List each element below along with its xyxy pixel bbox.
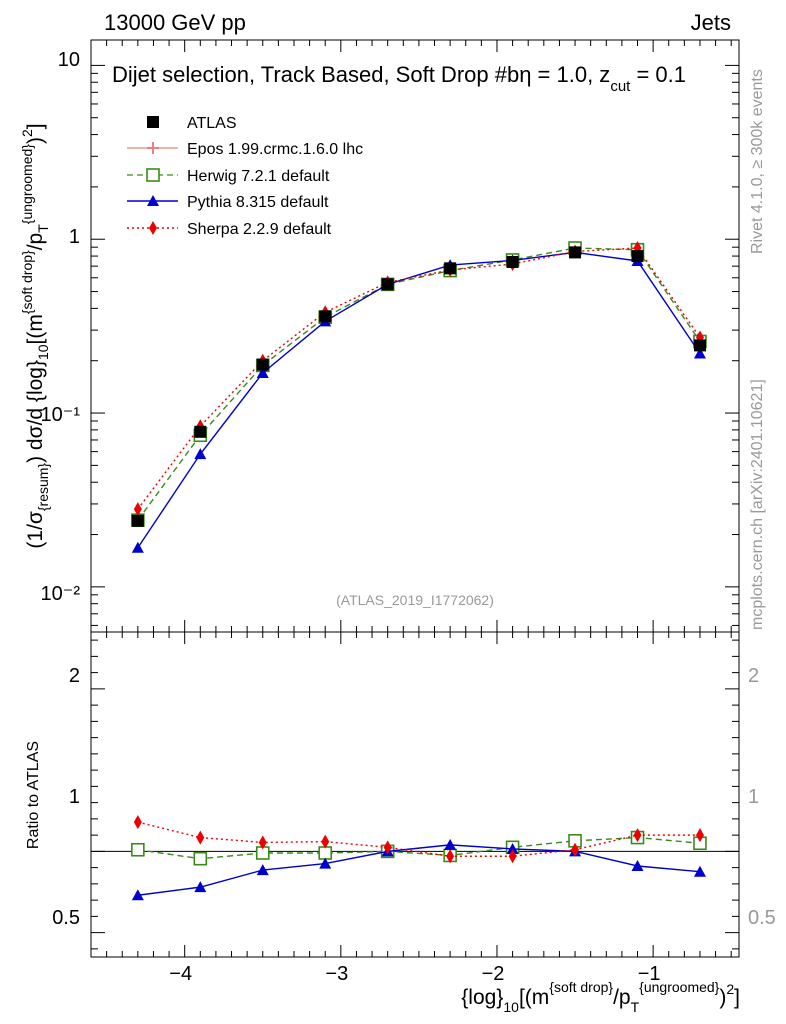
ratio-point-sherpa <box>383 840 392 855</box>
mcplots-label: mcplots.cern.ch [arXiv:2401.10621] <box>749 379 766 630</box>
data-point-atlas <box>194 425 207 438</box>
ratio-point-pythia <box>256 864 269 876</box>
ratio-point-pythia <box>131 889 144 901</box>
x-tick-label-minus3: −3 <box>325 963 348 985</box>
ratio-point-pythia <box>631 860 644 871</box>
ratio-line-herwig <box>137 836 701 860</box>
data-point-atlas <box>693 339 706 352</box>
data-point-pythia <box>256 366 269 378</box>
energy-label: 13000 GeV pp <box>104 10 246 35</box>
legend-label-herwig: Herwig 7.2.1 default <box>187 168 330 185</box>
data-point-atlas <box>631 250 644 263</box>
x-tick-label-minus1: −1 <box>638 963 661 985</box>
legend: ATLAS Epos 1.99.crmc.1.6.0 lhc Herwig 7.… <box>127 115 363 238</box>
data-point-atlas <box>131 514 144 527</box>
y-tick-label-1: 1 <box>69 226 80 248</box>
ratio-tick-label-0.5-right: 0.5 <box>748 907 776 929</box>
ratio-tick-label-2-right: 2 <box>748 665 759 687</box>
ratio-point-sherpa <box>133 815 142 830</box>
series-line-herwig <box>137 247 701 521</box>
legend-label-epos: Epos 1.99.crmc.1.6.0 lhc <box>187 141 363 158</box>
ratio-point-herwig <box>131 842 145 857</box>
ratio-point-pythia <box>444 838 457 850</box>
process-label: Jets <box>691 10 731 35</box>
y-tick-label-0.1: 10⁻¹ <box>41 404 81 426</box>
data-point-atlas <box>256 358 269 371</box>
analysis-id-label: (ATLAS_2019_I1772062) <box>336 592 494 608</box>
ratio-axis-ticks <box>90 632 739 957</box>
series-layer <box>131 241 707 553</box>
data-point-pythia <box>693 347 706 359</box>
ratio-point-pythia <box>319 857 332 869</box>
svg-text:(1/σ{resum}) dσ/d {log}10[(m{s: (1/σ{resum}) dσ/d {log}10[(m{soft drop}/… <box>19 123 51 548</box>
legend-marker-sherpa <box>149 221 157 235</box>
ratio-point-herwig <box>193 851 208 866</box>
main-axis-ticks <box>90 40 739 632</box>
legend-marker-epos <box>147 142 159 154</box>
data-point-atlas <box>444 262 457 275</box>
y-tick-label-0.01: 10⁻² <box>41 583 81 605</box>
ratio-point-sherpa <box>321 834 330 849</box>
ratio-line-sherpa <box>137 821 700 857</box>
data-point-pythia <box>131 541 144 553</box>
ratio-point-pythia <box>693 865 706 877</box>
legend-label-sherpa: Sherpa 2.2.9 default <box>187 221 332 238</box>
y-tick-label-10: 10 <box>58 49 80 71</box>
x-tick-label-minus2: −2 <box>482 963 505 985</box>
ratio-y-axis-label: Ratio to ATLAS <box>25 741 42 849</box>
ratio-point-sherpa <box>633 828 642 843</box>
ratio-point-sherpa <box>571 842 580 857</box>
legend-marker-pythia <box>147 195 159 206</box>
ratio-tick-label-1-right: 1 <box>748 786 759 808</box>
ratio-point-pythia <box>506 842 519 854</box>
data-point-pythia <box>194 448 207 460</box>
legend-label-atlas: ATLAS <box>187 115 237 132</box>
ratio-plot-frame <box>90 631 740 958</box>
ratio-point-sherpa <box>508 849 517 864</box>
series-line-pythia <box>137 251 701 549</box>
data-point-atlas <box>381 278 394 291</box>
ratio-point-sherpa <box>258 835 267 850</box>
ratio-point-sherpa <box>446 849 455 864</box>
ratio-line-pythia <box>137 844 701 896</box>
ratio-tick-label-1: 1 <box>69 786 80 808</box>
data-point-sherpa <box>133 502 142 517</box>
plot-title: Dijet selection, Track Based, Soft Drop … <box>112 62 686 95</box>
ratio-tick-label-2: 2 <box>69 665 80 687</box>
main-y-axis-label: (1/σ{resum}) dσ/d {log}10[(m{soft drop}/… <box>19 123 51 548</box>
data-point-atlas <box>569 246 582 259</box>
rivet-version-label: Rivet 4.1.0, ≥ 300k events <box>749 69 766 254</box>
series-line-sherpa <box>137 247 701 510</box>
legend-label-pythia: Pythia 8.315 default <box>187 194 329 211</box>
ratio-point-sherpa <box>196 830 205 845</box>
ratio-tick-label-0.5: 0.5 <box>52 907 80 929</box>
data-point-atlas <box>506 255 519 268</box>
ratio-point-sherpa <box>695 828 704 843</box>
x-tick-label-minus4: −4 <box>169 963 192 985</box>
ratio-point-pythia <box>194 881 207 893</box>
data-point-atlas <box>319 310 332 323</box>
legend-marker-herwig <box>146 168 160 182</box>
ratio-point-herwig <box>318 846 333 860</box>
legend-marker-atlas <box>147 116 159 128</box>
ratio-series-layer <box>131 815 707 901</box>
